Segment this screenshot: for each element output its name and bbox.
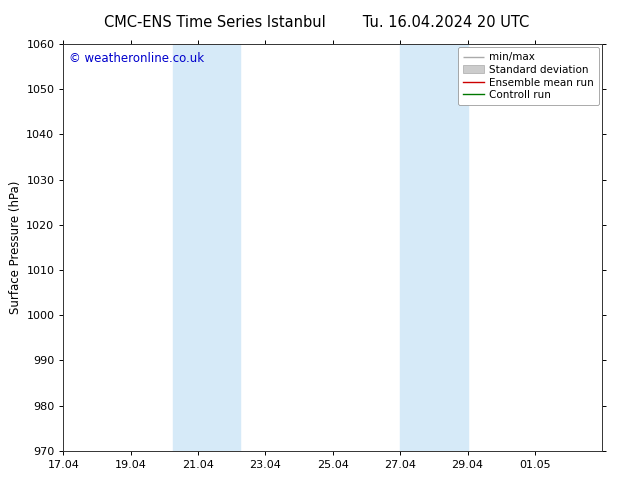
- Y-axis label: Surface Pressure (hPa): Surface Pressure (hPa): [9, 181, 22, 314]
- Bar: [400, 44, 467, 451]
- Text: CMC-ENS Time Series Istanbul        Tu. 16.04.2024 20 UTC: CMC-ENS Time Series Istanbul Tu. 16.04.2…: [105, 15, 529, 30]
- Bar: [173, 44, 240, 451]
- Text: © weatheronline.co.uk: © weatheronline.co.uk: [68, 52, 204, 65]
- Legend: min/max, Standard deviation, Ensemble mean run, Controll run: min/max, Standard deviation, Ensemble me…: [458, 47, 599, 105]
